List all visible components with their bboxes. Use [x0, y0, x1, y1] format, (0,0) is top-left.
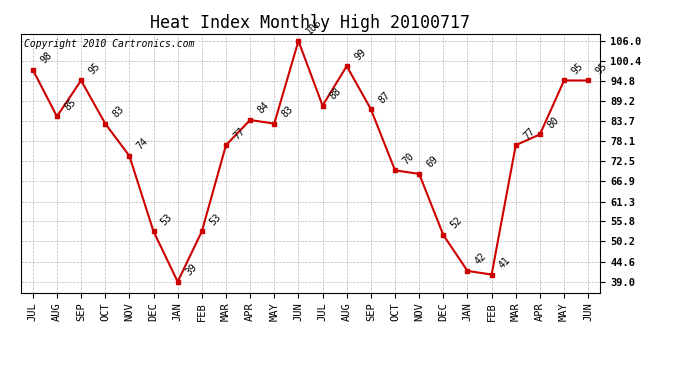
Text: 83: 83	[111, 104, 126, 119]
Text: 80: 80	[546, 115, 561, 130]
Text: 87: 87	[377, 90, 392, 105]
Text: 69: 69	[425, 154, 440, 170]
Text: Copyright 2010 Cartronics.com: Copyright 2010 Cartronics.com	[23, 39, 194, 49]
Text: 83: 83	[280, 104, 295, 119]
Text: 88: 88	[328, 86, 344, 102]
Text: 95: 95	[570, 61, 585, 76]
Text: 84: 84	[256, 100, 271, 116]
Text: 85: 85	[63, 97, 78, 112]
Text: 106: 106	[304, 17, 324, 37]
Text: 70: 70	[401, 151, 416, 166]
Text: 95: 95	[594, 61, 609, 76]
Text: 99: 99	[353, 46, 368, 62]
Text: 41: 41	[497, 255, 513, 270]
Text: 95: 95	[87, 61, 102, 76]
Text: 42: 42	[473, 251, 489, 267]
Text: 77: 77	[522, 126, 537, 141]
Text: 53: 53	[159, 212, 175, 227]
Text: 74: 74	[135, 136, 150, 152]
Text: 53: 53	[208, 212, 223, 227]
Text: 98: 98	[39, 50, 54, 66]
Text: 77: 77	[232, 126, 247, 141]
Text: 39: 39	[184, 262, 199, 278]
Title: Heat Index Monthly High 20100717: Heat Index Monthly High 20100717	[150, 14, 471, 32]
Text: 52: 52	[449, 216, 464, 231]
